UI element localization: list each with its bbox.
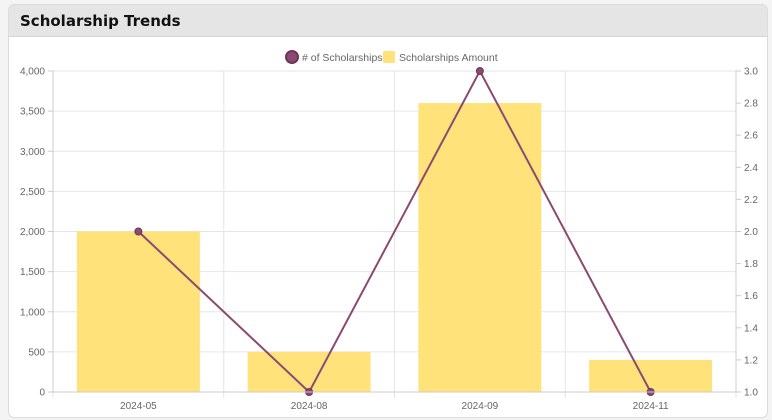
- legend-swatch-count[interactable]: [285, 50, 299, 64]
- legend: # of Scholarships Scholarships Amount: [285, 50, 498, 64]
- y-right-tick-label: 2.8: [744, 99, 758, 110]
- y-right-tick-label: 2.6: [744, 131, 758, 142]
- y-right-tick-label: 3.0: [744, 67, 758, 78]
- bar-series: [76, 103, 713, 393]
- x-tick-label: 2024-09: [462, 401, 499, 412]
- y-right-tick-label: 1.4: [744, 323, 758, 334]
- chart-area: 0 500 1,000 1,500 2,000 2,500 3,000 3,500 4,000 1…: [9, 37, 767, 417]
- card-title: Scholarship Trends: [20, 11, 181, 30]
- card-header: Scholarship Trends: [9, 5, 767, 37]
- line-scholarship-count: [137, 68, 652, 394]
- y-left-tick-label: 0: [39, 388, 45, 399]
- y-right-tick-label: 1.8: [744, 259, 758, 270]
- scholarship-trends-card: Scholarship Trends 0 500 1,000 1,500 2,000 2,…: [8, 4, 768, 418]
- scholarship-trends-chart: 0 500 1,000 1,500 2,000 2,500 3,000 3,500 4,000 1…: [20, 50, 758, 413]
- y-right-tick-label: 1.2: [744, 355, 758, 366]
- point-scholarship-count[interactable]: [134, 227, 143, 236]
- y-left-tick-label: 3,500: [20, 107, 45, 118]
- y-right-tick-label: 1.0: [744, 388, 758, 399]
- y-left-tick-label: 500: [28, 347, 45, 358]
- x-tick-label: 2024-11: [633, 401, 669, 412]
- y-right-tick-label: 2.0: [744, 227, 758, 238]
- legend-label-count[interactable]: # of Scholarships: [302, 52, 383, 64]
- bar-scholarships-amount[interactable]: [589, 359, 713, 392]
- y-left-tick-label: 4,000: [20, 67, 45, 78]
- axes: 0 500 1,000 1,500 2,000 2,500 3,000 3,500 4,000 1…: [20, 67, 758, 413]
- bar-scholarships-amount[interactable]: [247, 351, 371, 392]
- y-left-tick-label: 1,500: [20, 267, 45, 278]
- bar-scholarships-amount[interactable]: [418, 103, 542, 392]
- x-tick-label: 2024-08: [291, 401, 328, 412]
- y-right-tick-label: 2.2: [744, 195, 758, 206]
- y-left-tick-label: 3,000: [20, 147, 45, 158]
- y-left-tick-label: 2,000: [20, 227, 45, 238]
- x-tick-label: 2024-05: [120, 401, 157, 412]
- bar-scholarships-amount[interactable]: [76, 231, 200, 393]
- y-right-tick-label: 2.4: [744, 163, 758, 174]
- y-left-tick-label: 2,500: [20, 187, 45, 198]
- legend-label-amount[interactable]: Scholarships Amount: [399, 52, 498, 64]
- point-scholarship-count[interactable]: [475, 67, 484, 75]
- y-left-tick-label: 1,000: [20, 307, 45, 318]
- y-right-tick-label: 1.6: [744, 291, 758, 302]
- legend-swatch-amount[interactable]: [383, 51, 395, 63]
